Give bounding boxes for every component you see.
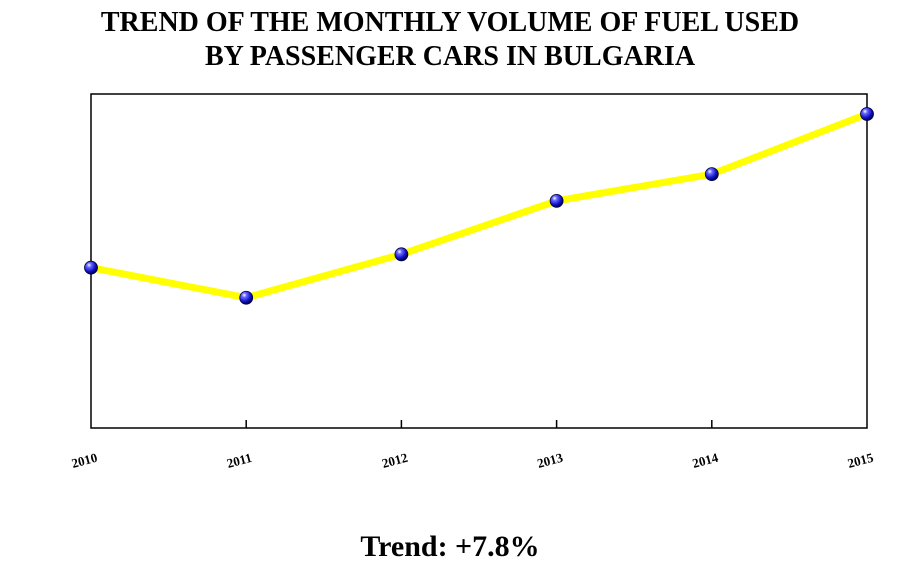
- data-point: [84, 260, 98, 275]
- data-point: [394, 247, 409, 262]
- series-line: [87, 110, 871, 302]
- x-tick-label: 2010: [70, 450, 99, 471]
- x-tick-label: 2014: [691, 450, 720, 471]
- chart-title: TREND OF THE MONTHLY VOLUME OF FUEL USED…: [0, 6, 900, 74]
- x-tick-label: 2015: [846, 450, 875, 471]
- data-point: [704, 167, 719, 182]
- x-axis-labels: 2010 2011 2012 2013 2014 2015: [70, 450, 875, 471]
- data-point: [860, 107, 874, 121]
- trend-summary: Trend: +7.8%: [360, 530, 540, 563]
- data-point: [239, 290, 254, 305]
- x-axis-ticks: [245, 420, 713, 428]
- data-points: [84, 107, 874, 305]
- data-point: [549, 193, 564, 208]
- plot-frame: [90, 93, 868, 429]
- x-tick-label: 2012: [380, 450, 409, 471]
- chart-title-line-2: BY PASSENGER CARS IN BULGARIA: [204, 41, 696, 72]
- x-tick-label: 2011: [225, 450, 253, 471]
- x-tick-label: 2013: [535, 450, 564, 471]
- chart-title-line-1: TREND OF THE MONTHLY VOLUME OF FUEL USED: [100, 7, 800, 38]
